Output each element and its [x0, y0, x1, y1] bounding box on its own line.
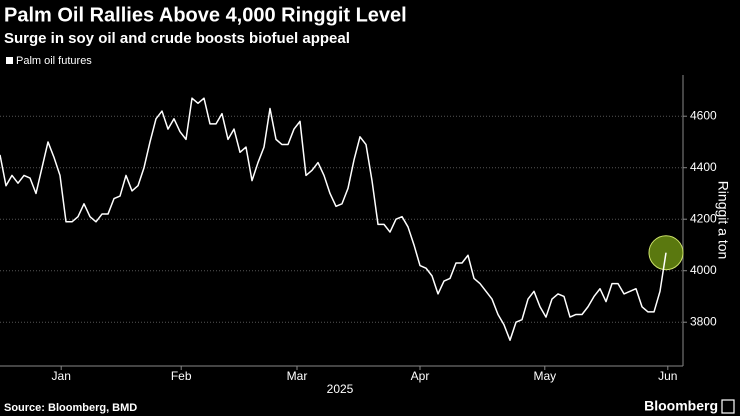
x-tick-label: Jun: [658, 369, 677, 383]
x-tick-label: Apr: [411, 369, 430, 383]
x-tick-label: Feb: [171, 369, 192, 383]
y-tick-label: 4600: [690, 108, 717, 122]
y-tick-label: 3800: [690, 314, 717, 328]
y-tick-label: 4200: [690, 211, 717, 225]
legend-swatch: [6, 57, 13, 64]
highlight: [648, 235, 684, 271]
x-tick-label: May: [533, 369, 556, 383]
brand: Bloomberg: [644, 398, 718, 414]
x-tick-label: Mar: [287, 369, 308, 383]
x-tick-label: Jan: [52, 369, 71, 383]
chart-title: Palm Oil Rallies Above 4,000 Ringgit Lev…: [4, 4, 407, 26]
line: [0, 97, 667, 341]
legend-label: Palm oil futures: [16, 55, 92, 67]
brand-icon: [721, 399, 735, 414]
source: Source: Bloomberg, BMD: [4, 402, 137, 414]
chart-subtitle: Surge in soy oil and crude boosts biofue…: [4, 30, 350, 47]
y-axis-label: Ringgit a ton: [715, 181, 731, 260]
y-tick-label: 4400: [690, 160, 717, 174]
x-axis-label: 2025: [327, 382, 354, 396]
y-tick-label: 4000: [690, 263, 717, 277]
